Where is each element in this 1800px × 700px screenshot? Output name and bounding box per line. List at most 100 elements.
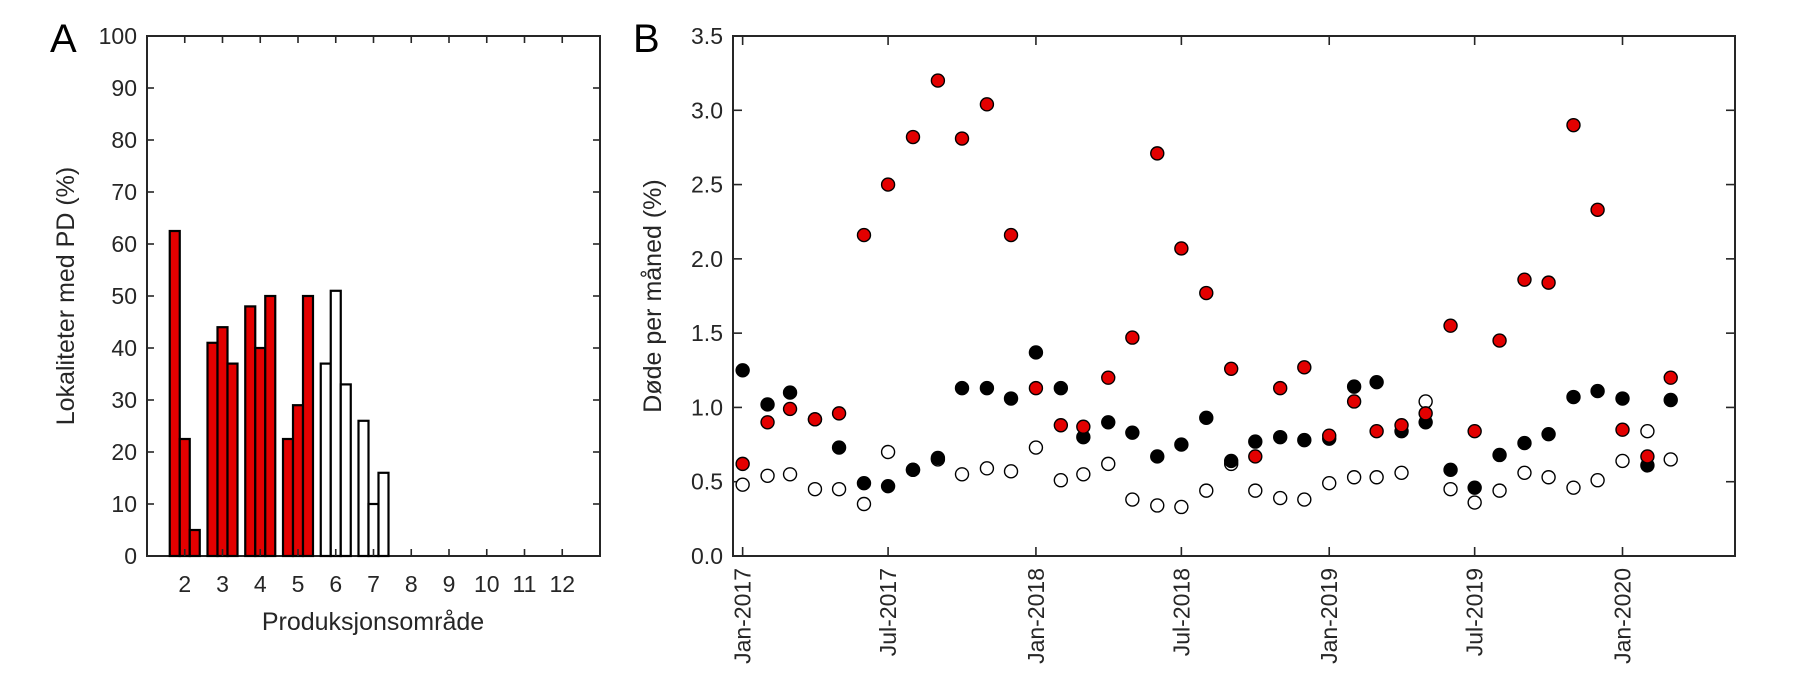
panel-b-point (1443, 462, 1458, 478)
panel-a-bar (367, 502, 380, 558)
panel-a-x-tick-label: 10 (474, 571, 500, 597)
panel-b-point (1663, 392, 1678, 408)
panel-b-point (760, 397, 775, 412)
panel-a-x-tick-label: 2 (178, 571, 191, 597)
panel-b-point (1640, 449, 1655, 464)
panel-a-y-axis-label: Lokaliteter med PD (%) (52, 167, 80, 425)
panel-b-point (1053, 380, 1069, 396)
panel-b-point (1346, 394, 1362, 409)
panel-b-point (1517, 465, 1532, 480)
panel-a-x-tick-label: 6 (329, 571, 342, 597)
panel-a-x-axis-label: Produksjonsområde (262, 608, 484, 636)
panel-b-x-tick-label: Jul-2018 (1168, 568, 1194, 656)
panel-a-y-tick-label: 100 (99, 23, 137, 49)
panel-b-point (1223, 453, 1239, 469)
panel-a-bar (216, 326, 229, 558)
panel-b-y-tick-label: 3.0 (691, 97, 723, 123)
panel-b-point (1273, 429, 1288, 445)
panel-b-point (1541, 470, 1556, 485)
panel-a-x-tick-label: 8 (405, 571, 418, 597)
panel-b-point (954, 380, 970, 396)
panel-a-bar (301, 294, 315, 558)
panel-b-point (782, 467, 798, 482)
panel-b-point (1443, 318, 1458, 333)
panel-b-point (905, 462, 921, 478)
panel-b-point (1418, 394, 1433, 409)
panel-b-point (1248, 434, 1263, 449)
panel-b-x-tick-label: Jan-2020 (1610, 568, 1636, 664)
panel-b-point (1150, 449, 1165, 464)
panel-b-point (1248, 449, 1263, 464)
panel-b-point (735, 456, 750, 472)
panel-b-point (1125, 492, 1140, 507)
panel-a-bar (264, 294, 277, 558)
panel-b-point (1517, 272, 1532, 287)
panel-b-point (1615, 453, 1630, 469)
panel-b-point (1003, 391, 1019, 406)
panel-b-scatter-chart: B 0.0 0.5 1.0 1.5 2.0 2.5 3.0 3.5 Jan-2017 Jul-2… (633, 17, 1736, 664)
panel-b-point (1199, 410, 1214, 426)
panel-b-point (1273, 380, 1288, 396)
panel-a-y-tick-label: 50 (111, 283, 137, 309)
panel-b-point (760, 415, 775, 430)
panel-b-point (1492, 447, 1507, 463)
panel-a-x-ticks: 2 3 4 5 6 7 8 9 10 11 12 (178, 36, 575, 597)
panel-b-point (1297, 492, 1312, 507)
panel-a-x-tick-label: 3 (216, 571, 229, 597)
panel-b-point (1053, 418, 1069, 433)
panel-a-bar (188, 528, 201, 558)
panel-b-point (1003, 227, 1019, 243)
panel-b-point (1322, 428, 1337, 443)
panel-b-point (1174, 437, 1189, 452)
panel-b-point (1467, 480, 1482, 495)
panel-b-point (1174, 241, 1189, 256)
panel-b-point (1125, 330, 1140, 345)
panel-b-point (1566, 389, 1581, 405)
panel-a-y-tick-label: 40 (111, 335, 137, 361)
panel-a-bar (226, 362, 239, 558)
panel-b-y-tick-label: 1.5 (691, 320, 723, 346)
panel-a-x-tick-label: 7 (367, 571, 380, 597)
panel-b-point (1125, 425, 1140, 440)
panel-b-point (1101, 456, 1116, 472)
panel-b-point (1663, 452, 1678, 467)
panel-b-point (954, 131, 970, 146)
panel-b-point (856, 227, 872, 243)
panel-b-point (979, 97, 995, 112)
panel-a-y-tick-label: 90 (111, 75, 137, 101)
panel-b-point (782, 385, 798, 400)
panel-b-point (1541, 275, 1556, 290)
panel-b-letter: B (633, 17, 660, 61)
panel-b-point (1467, 424, 1482, 439)
panel-a-y-tick-label: 70 (111, 179, 137, 205)
panel-b-point (1028, 345, 1044, 360)
panel-b-x-tick-label: Jul-2017 (875, 568, 901, 656)
panel-b-point (930, 450, 946, 466)
panel-b-point (1590, 202, 1605, 218)
panel-b-point (1492, 333, 1507, 348)
panel-b-point (1590, 473, 1605, 488)
panel-b-point (930, 73, 946, 88)
panel-b-point (1467, 495, 1482, 510)
panel-b-point (831, 406, 847, 421)
panel-b-point (1199, 483, 1214, 498)
panel-b-point (807, 481, 823, 497)
panel-b-point (1369, 374, 1384, 390)
panel-b-point (831, 481, 847, 497)
panel-b-y-tick-label: 2.5 (691, 172, 723, 198)
panel-b-y-tick-label: 1.0 (691, 394, 723, 420)
panel-b-point (1076, 419, 1091, 434)
panel-b-point (1369, 424, 1384, 439)
panel-b-point (1663, 370, 1678, 385)
panel-a-x-tick-label: 12 (549, 571, 575, 597)
panel-b-y-tick-label: 2.0 (691, 246, 723, 272)
panel-b-point (1223, 361, 1239, 376)
panel-b-point (735, 363, 750, 378)
panel-b-point (1322, 476, 1337, 491)
panel-b-y-tick-label: 0.5 (691, 469, 723, 495)
panel-b-point (1273, 490, 1288, 506)
panel-b-point (1028, 440, 1044, 455)
panel-b-y-axis-label: Døde per måned (%) (639, 179, 667, 412)
panel-b-point (1076, 467, 1091, 482)
